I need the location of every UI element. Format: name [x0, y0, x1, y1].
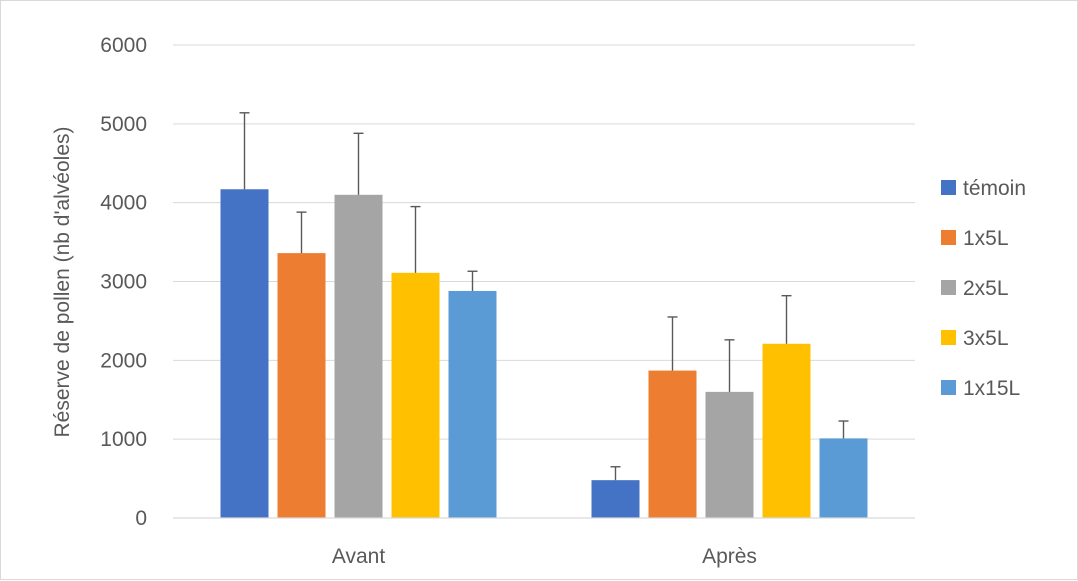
legend-item: 1x15L: [941, 377, 1020, 400]
bar-3x5L-Avant: [391, 272, 440, 518]
legend-item: témoin: [941, 177, 1026, 200]
legend-label: 2x5L: [963, 277, 1009, 300]
x-tick-label: Après: [702, 545, 757, 568]
legend-label: 3x5L: [963, 327, 1009, 350]
y-tick-label: 4000: [100, 192, 147, 215]
legend-item: 3x5L: [941, 327, 1009, 350]
error-bar-1x15L-Avant: [467, 270, 478, 291]
error-bar-2x5L-Après: [724, 339, 735, 392]
bar-2x5L-Avant: [334, 194, 383, 519]
error-bar-3x5L-Après: [781, 294, 792, 344]
legend: témoin 1x5L 2x5L 3x5L 1x15L: [941, 177, 1026, 400]
x-tick-label: Avant: [332, 545, 385, 568]
legend-swatch: [941, 280, 956, 295]
y-tick-label: 6000: [100, 34, 147, 57]
error-bar-1x15L-Après: [838, 420, 849, 439]
legend-label: 1x15L: [963, 377, 1020, 400]
bar-témoin-Avant: [220, 189, 269, 518]
legend-swatch: [941, 230, 956, 245]
error-bar-3x5L-Avant: [410, 205, 421, 273]
legend-item: 1x5L: [941, 227, 1009, 250]
error-bar-témoin-Avant: [239, 112, 250, 190]
bar-témoin-Après: [591, 480, 640, 518]
error-bar-1x5L-Après: [667, 316, 678, 371]
bar-1x15L-Après: [819, 438, 868, 518]
bars: [220, 189, 868, 519]
legend-label: témoin: [963, 177, 1026, 200]
y-axis-ticks: 0 1000 2000 3000 4000 5000 6000: [100, 34, 147, 530]
y-tick-label: 1000: [100, 428, 147, 451]
bar-1x15L-Avant: [448, 290, 497, 518]
legend-label: 1x5L: [963, 227, 1009, 250]
legend-swatch: [941, 330, 956, 345]
y-tick-label: 0: [135, 507, 147, 530]
x-axis-ticks: Avant Après: [173, 517, 915, 568]
y-axis-title: Réserve de pollen (nb d'alvéoles): [51, 126, 74, 437]
bar-1x5L-Avant: [277, 253, 326, 518]
legend-item: 2x5L: [941, 277, 1009, 300]
bar-1x5L-Après: [648, 370, 697, 518]
y-tick-label: 5000: [100, 113, 147, 136]
legend-swatch: [941, 180, 956, 195]
error-bar-1x5L-Avant: [296, 211, 307, 254]
y-tick-label: 3000: [100, 271, 147, 294]
y-tick-label: 2000: [100, 349, 147, 372]
error-bar-2x5L-Avant: [353, 132, 364, 195]
legend-swatch: [941, 380, 956, 395]
bar-3x5L-Après: [762, 343, 811, 518]
error-bars: [239, 112, 849, 481]
bar-2x5L-Après: [705, 391, 754, 518]
error-bar-témoin-Après: [610, 466, 621, 481]
